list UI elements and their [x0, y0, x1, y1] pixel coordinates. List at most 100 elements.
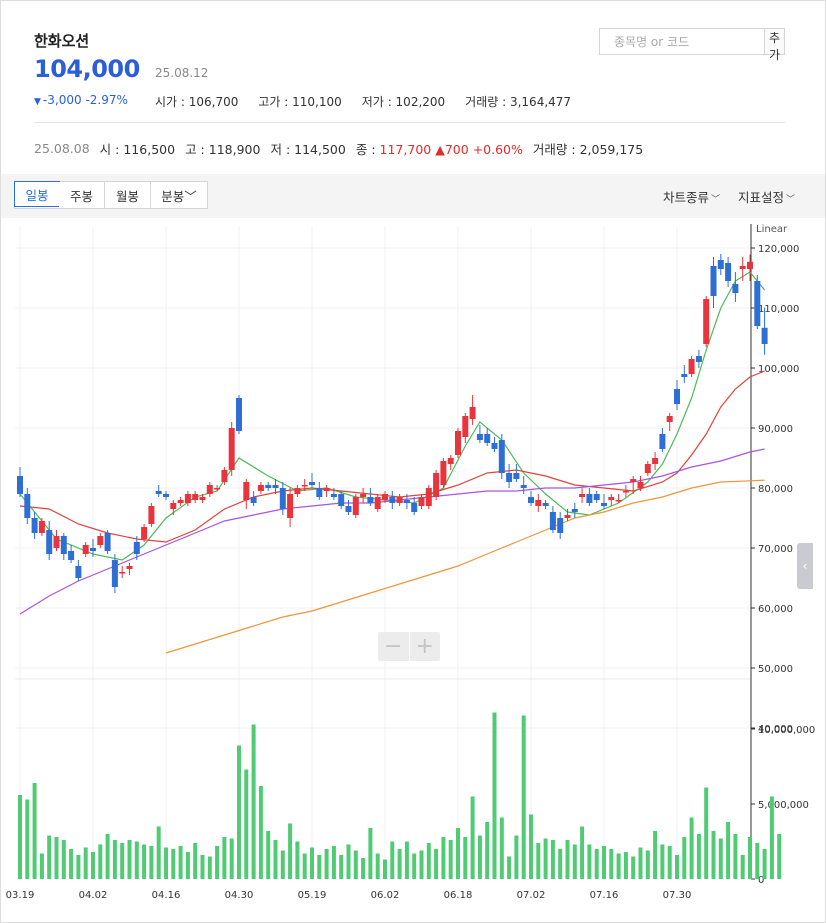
volume-bar	[317, 855, 322, 879]
volume-bar	[83, 847, 88, 879]
price-tick-label: 100,000	[758, 364, 799, 375]
candle-body	[601, 503, 607, 506]
volume-bar	[587, 844, 592, 879]
chevron-down-icon: ﹀	[785, 195, 795, 205]
price-tick-label: 110,000	[758, 304, 799, 315]
price-tick-label: 90,000	[758, 424, 793, 435]
cursor-high: 118,900	[208, 142, 261, 157]
volume-bar	[514, 835, 519, 879]
cursor-volume-label: 거래량	[532, 142, 568, 157]
candle-body	[323, 488, 330, 491]
volume-bar	[368, 828, 373, 879]
volume-bar	[521, 715, 526, 879]
volume-bar	[733, 834, 738, 879]
tab-daily[interactable]: 일봉	[14, 181, 60, 207]
volume-bar	[244, 769, 249, 879]
tab-monthly[interactable]: 월봉	[105, 182, 151, 208]
candle-body	[403, 500, 410, 503]
volume-bar	[390, 841, 395, 879]
volume-bar	[412, 853, 417, 879]
zoom-controls: − +	[378, 632, 440, 661]
candle-body	[681, 374, 688, 377]
header-divider	[34, 122, 785, 123]
ohlc-summary: 시가 : 106,700 고가 : 110,100 저가 : 102,200 거…	[155, 95, 572, 109]
stock-search: 추가	[599, 28, 785, 62]
zoom-in-button[interactable]: +	[410, 632, 441, 661]
volume-bar	[404, 841, 409, 879]
cursor-volume: 2,059,175	[579, 142, 644, 157]
candle-body	[418, 497, 425, 506]
x-tick-label: 04.02	[79, 890, 108, 901]
candle-body	[469, 407, 476, 419]
volume-tick-label: 5,000,000	[758, 800, 809, 811]
volume-bar	[222, 837, 227, 879]
candle-body	[126, 566, 133, 569]
volume-bar	[215, 846, 220, 879]
indicator-menu[interactable]: 지표설정 ﹀	[738, 187, 795, 206]
high-value: 110,100	[292, 95, 342, 109]
volume-bar	[207, 856, 212, 879]
cursor-date: 25.08.08	[34, 141, 90, 156]
price-tick-label: 80,000	[758, 484, 793, 495]
volume-bar	[98, 844, 103, 879]
volume-bar	[149, 846, 154, 879]
volume-bar	[61, 840, 66, 879]
volume-bar	[127, 840, 132, 879]
candle-body	[155, 491, 162, 494]
volume-bar	[543, 838, 548, 879]
candle-body	[644, 464, 651, 473]
open-label: 시가	[155, 95, 178, 109]
add-button[interactable]: 추가	[764, 29, 784, 62]
candle-body	[338, 494, 345, 506]
candle-body	[462, 416, 469, 437]
price-chart[interactable]: Linear 120,000 110,000 100,000 90,000 80,000 7…	[1, 218, 825, 918]
open-value: 106,700	[188, 95, 239, 109]
volume-bar	[689, 817, 694, 879]
volume-bar	[448, 840, 453, 879]
chart-type-menu[interactable]: 차트종류 ﹀	[663, 187, 720, 206]
volume-bar	[572, 844, 577, 879]
candle-body	[528, 497, 534, 503]
high-label: 고가	[258, 95, 281, 109]
price-date: 25.08.12	[155, 66, 209, 80]
price-tick-label: 40,000	[758, 724, 793, 735]
tab-weekly[interactable]: 주봉	[59, 182, 105, 208]
candle-body	[447, 458, 454, 464]
candle-body	[287, 494, 294, 518]
volume-bar	[331, 846, 336, 879]
volume-bar	[164, 847, 168, 879]
volume-bar	[419, 850, 424, 879]
volume-bar	[280, 850, 285, 879]
candle-body	[360, 494, 367, 497]
side-panel-toggle[interactable]: ‹	[797, 543, 813, 589]
candle-body	[301, 485, 308, 487]
candle-body	[316, 488, 323, 497]
x-tick-label: 06.18	[444, 890, 473, 901]
volume-bar	[485, 822, 490, 879]
cursor-change: 700	[444, 142, 469, 157]
volume-bar	[237, 745, 241, 879]
volume-bar	[762, 849, 767, 879]
volume-bar	[477, 835, 482, 879]
volume-bar	[726, 822, 731, 879]
candle-body	[615, 500, 622, 502]
candle-body	[666, 416, 673, 422]
candle-body	[506, 473, 513, 482]
candle-body	[119, 572, 126, 574]
zoom-out-button[interactable]: −	[378, 632, 410, 661]
cursor-close-label: 종	[355, 142, 368, 157]
cursor-high-label: 고	[185, 142, 197, 157]
search-input[interactable]	[600, 29, 764, 54]
x-tick-label: 04.16	[152, 890, 181, 901]
scale-label: Linear	[756, 224, 788, 235]
candle-body	[236, 398, 242, 431]
volume-bar	[740, 855, 745, 879]
low-label: 저가	[361, 95, 384, 109]
candle-body	[637, 482, 644, 488]
candle-body	[24, 494, 31, 518]
tab-minute[interactable]: 분봉﹀	[151, 182, 207, 208]
stock-name: 한화오션	[34, 32, 90, 50]
candle-body	[330, 494, 337, 497]
volume-bar	[609, 849, 614, 879]
